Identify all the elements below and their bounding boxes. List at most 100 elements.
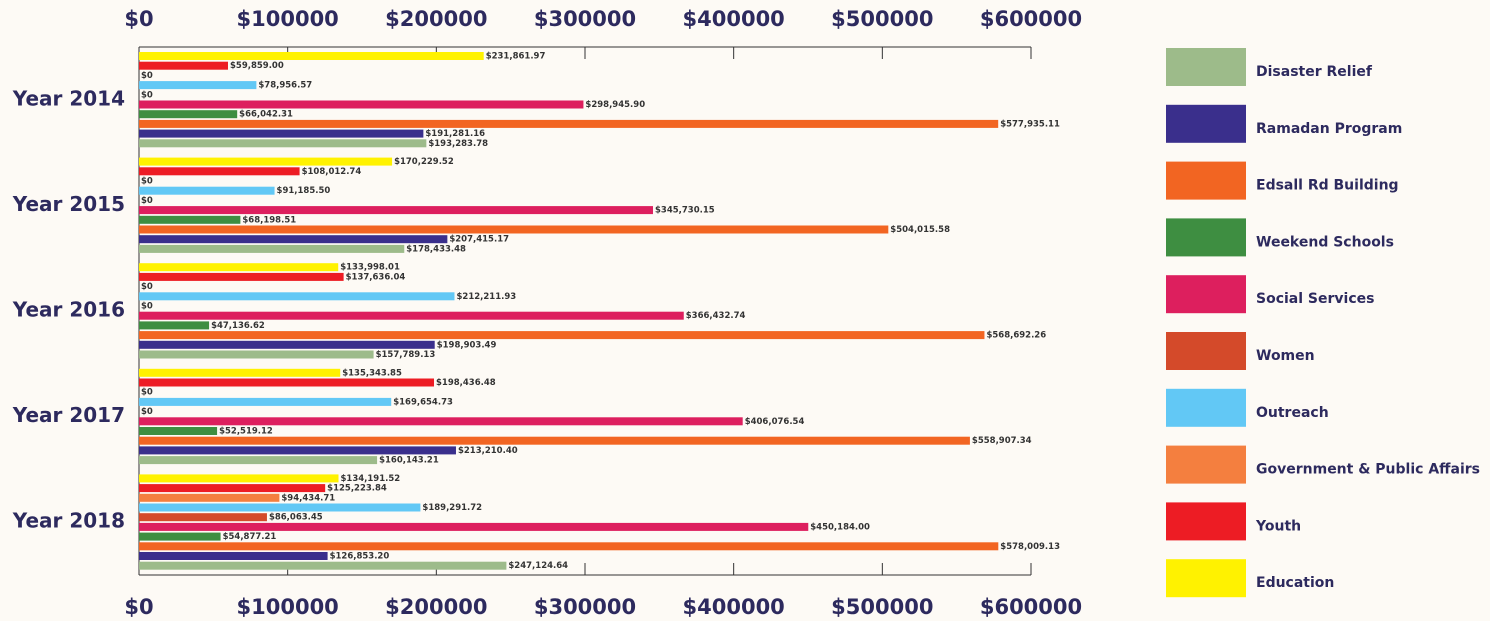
bar xyxy=(139,52,484,60)
value-label: $193,283.78 xyxy=(428,139,488,149)
value-label: $0 xyxy=(141,177,153,187)
value-label: $108,012.74 xyxy=(302,167,362,177)
value-label: $134,191.52 xyxy=(340,474,400,484)
bar xyxy=(139,263,339,272)
legend-swatch xyxy=(1166,161,1246,200)
value-label: $366,432.74 xyxy=(686,311,746,321)
legend-label: Women xyxy=(1256,348,1315,364)
bar xyxy=(139,272,344,281)
bar xyxy=(139,100,584,109)
value-label: $198,436.48 xyxy=(436,378,496,388)
x-tick-label: $300000 xyxy=(534,595,636,619)
x-tick-label: $300000 xyxy=(534,7,636,31)
value-label: $504,015.58 xyxy=(890,225,950,235)
value-label: $94,434.71 xyxy=(281,493,335,503)
legend-swatch xyxy=(1166,275,1246,314)
legend-swatch xyxy=(1166,104,1246,143)
legend-label: Education xyxy=(1256,575,1334,591)
x-tick-label: $200000 xyxy=(385,7,487,31)
value-label: $135,343.85 xyxy=(342,368,402,378)
bar xyxy=(139,157,393,166)
bar xyxy=(139,503,421,512)
x-tick-label: $400000 xyxy=(683,7,785,31)
legend-swatch xyxy=(1166,502,1246,541)
x-tick-label: $600000 xyxy=(980,7,1082,31)
legend-label: Youth xyxy=(1255,518,1301,534)
bar xyxy=(139,225,889,234)
legend-swatch xyxy=(1166,48,1246,86)
value-label: $577,935.11 xyxy=(1000,119,1060,129)
x-tick-label: $0 xyxy=(124,7,153,31)
bar xyxy=(139,493,280,502)
legend-label: Disaster Relief xyxy=(1256,64,1373,80)
bar xyxy=(139,235,448,244)
legend-label: Government & Public Affairs xyxy=(1256,462,1480,478)
y-tick-label: Year 2018 xyxy=(12,509,125,533)
bar xyxy=(139,436,970,445)
value-label: $91,185.50 xyxy=(277,186,331,196)
bar xyxy=(139,110,238,119)
value-label: $160,143.21 xyxy=(379,456,439,466)
value-label: $47,136.62 xyxy=(211,321,265,331)
legend-label: Ramadan Program xyxy=(1256,121,1402,137)
value-label: $125,223.84 xyxy=(327,484,387,494)
bar xyxy=(139,474,339,483)
legend-label: Outreach xyxy=(1256,405,1329,421)
value-label: $133,998.01 xyxy=(340,263,400,273)
value-label: $578,009.13 xyxy=(1000,542,1060,552)
bar xyxy=(139,378,435,387)
value-label: $247,124.64 xyxy=(508,561,568,571)
bar xyxy=(139,397,392,406)
value-label: $126,853.20 xyxy=(330,552,390,562)
legend-swatch xyxy=(1166,332,1246,370)
value-label: $169,654.73 xyxy=(393,397,453,407)
legend-label: Social Services xyxy=(1256,291,1374,307)
value-label: $406,076.54 xyxy=(745,417,805,427)
bar xyxy=(139,513,267,522)
bar xyxy=(139,119,999,128)
value-label: $0 xyxy=(141,302,153,312)
value-label: $568,692.26 xyxy=(986,331,1046,341)
value-label: $189,291.72 xyxy=(422,503,482,513)
bar xyxy=(139,532,221,541)
value-label: $137,636.04 xyxy=(346,272,406,282)
value-label: $0 xyxy=(141,388,153,398)
bar xyxy=(139,331,985,340)
y-tick-label: Year 2015 xyxy=(12,192,125,216)
x-tick-label: $100000 xyxy=(237,595,339,619)
value-label: $191,281.16 xyxy=(425,129,485,139)
value-label: $212,211.93 xyxy=(456,292,516,302)
value-label: $54,877.21 xyxy=(223,532,277,542)
legend-swatch xyxy=(1166,445,1246,484)
bar xyxy=(139,311,684,320)
bar xyxy=(139,350,374,359)
legend-label: Weekend Schools xyxy=(1256,234,1394,250)
value-label: $450,184.00 xyxy=(810,522,870,532)
bar xyxy=(139,340,435,349)
value-label: $170,229.52 xyxy=(394,157,454,167)
value-label: $345,730.15 xyxy=(655,206,715,216)
value-label: $0 xyxy=(141,407,153,417)
bar xyxy=(139,427,218,435)
value-label: $0 xyxy=(141,282,153,292)
y-tick-label: Year 2016 xyxy=(12,298,125,322)
x-tick-label: $200000 xyxy=(385,595,487,619)
legend-swatch xyxy=(1166,559,1246,598)
value-label: $0 xyxy=(141,90,153,100)
value-label: $0 xyxy=(141,71,153,81)
bar xyxy=(139,81,257,90)
bar xyxy=(139,542,999,551)
bar xyxy=(139,206,653,215)
value-label: $157,789.13 xyxy=(376,350,436,360)
bar xyxy=(139,456,378,465)
y-tick-label: Year 2017 xyxy=(12,403,125,427)
bar xyxy=(139,417,743,426)
bar xyxy=(139,321,210,330)
value-label: $68,198.51 xyxy=(242,215,296,225)
x-tick-label: $0 xyxy=(124,595,153,619)
value-label: $78,956.57 xyxy=(258,81,312,91)
value-label: $66,042.31 xyxy=(239,110,293,120)
bar xyxy=(139,139,427,148)
legend-label: Edsall Rd Building xyxy=(1256,178,1399,194)
